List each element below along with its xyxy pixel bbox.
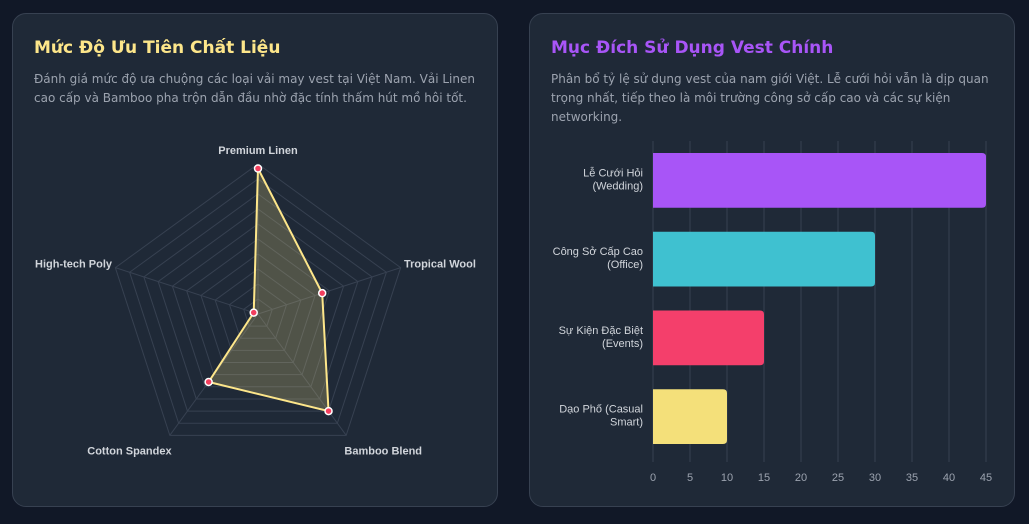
radar-grid-ring bbox=[171, 223, 345, 388]
card-title: Mức Độ Ưu Tiên Chất Liệu bbox=[34, 38, 281, 58]
y-category-label: (Wedding) bbox=[592, 180, 643, 192]
x-tick-label: 15 bbox=[758, 472, 770, 484]
x-tick-label: 0 bbox=[650, 472, 656, 484]
radar-axis-label: Bamboo Blend bbox=[344, 446, 422, 458]
card-title: Mục Đích Sử Dụng Vest Chính bbox=[551, 38, 834, 58]
radar-axis-label: Cotton Spandex bbox=[87, 446, 172, 458]
y-category-label: (Office) bbox=[607, 259, 643, 271]
material-priority-card: Mức Độ Ưu Tiên Chất Liệu Đánh giá mức độ… bbox=[12, 13, 498, 507]
radar-grid-ring bbox=[143, 193, 373, 412]
vest-usage-card: Mục Đích Sử Dụng Vest Chính Phân bổ tỷ l… bbox=[529, 13, 1015, 507]
radar-spoke bbox=[257, 267, 401, 315]
radar-axis-label: Premium Linen bbox=[218, 145, 298, 157]
bar bbox=[653, 310, 764, 366]
radar-grid-ring bbox=[243, 298, 273, 327]
y-category-label: Dạo Phố (Casual bbox=[559, 404, 643, 416]
radar-axis-label: Tropical Wool bbox=[404, 258, 476, 270]
radar-series-area bbox=[207, 168, 330, 413]
radar-spoke bbox=[115, 267, 259, 315]
x-tick-label: 20 bbox=[795, 472, 807, 484]
bar-chart: 0 5 10 15 20 25 30 35 40 45 Lễ Cưới Hỏi(Wedding) Cô… bbox=[553, 141, 992, 484]
y-category-label: Smart) bbox=[610, 417, 643, 429]
x-tick-label: 5 bbox=[687, 472, 693, 484]
radar-grid-ring bbox=[129, 178, 387, 424]
radar-grid-ring bbox=[157, 208, 359, 400]
card-description: Đánh giá mức độ ưa chuộng các loại vải m… bbox=[34, 72, 475, 105]
x-tick-label: 40 bbox=[943, 472, 955, 484]
bar bbox=[653, 153, 986, 208]
y-category-label: Công Sở Cấp Cao bbox=[553, 246, 643, 258]
radar-data-point bbox=[204, 377, 213, 387]
y-category-label: Sự Kiện Đặc Biệt bbox=[559, 325, 643, 337]
radar-data-point bbox=[253, 164, 263, 173]
radar-grid-ring bbox=[114, 163, 402, 436]
radar-grid-ring bbox=[228, 283, 288, 339]
radar-spoke bbox=[257, 313, 347, 436]
radar-grid-ring bbox=[214, 268, 302, 351]
x-tick-label: 10 bbox=[721, 472, 733, 484]
radar-chart: Premium Linen Tropical Wool Bamboo Blend Co… bbox=[35, 145, 476, 458]
radar-data-point bbox=[317, 288, 327, 298]
radar-data-point bbox=[324, 406, 333, 416]
x-tick-label: 25 bbox=[832, 472, 844, 484]
x-tick-label: 30 bbox=[869, 472, 881, 484]
card-description: Phân bổ tỷ lệ sử dụng vest của nam giới … bbox=[551, 72, 989, 124]
radar-grid-ring bbox=[200, 253, 316, 364]
y-category-label: (Events) bbox=[602, 338, 643, 350]
x-tick-label: 45 bbox=[980, 472, 992, 484]
bar bbox=[653, 389, 727, 444]
bar bbox=[653, 231, 875, 287]
y-category-label: Lễ Cưới Hỏi bbox=[583, 166, 643, 179]
radar-data-point bbox=[249, 308, 258, 317]
x-tick-label: 35 bbox=[906, 472, 918, 484]
radar-axis-label: High-tech Poly bbox=[35, 258, 113, 270]
